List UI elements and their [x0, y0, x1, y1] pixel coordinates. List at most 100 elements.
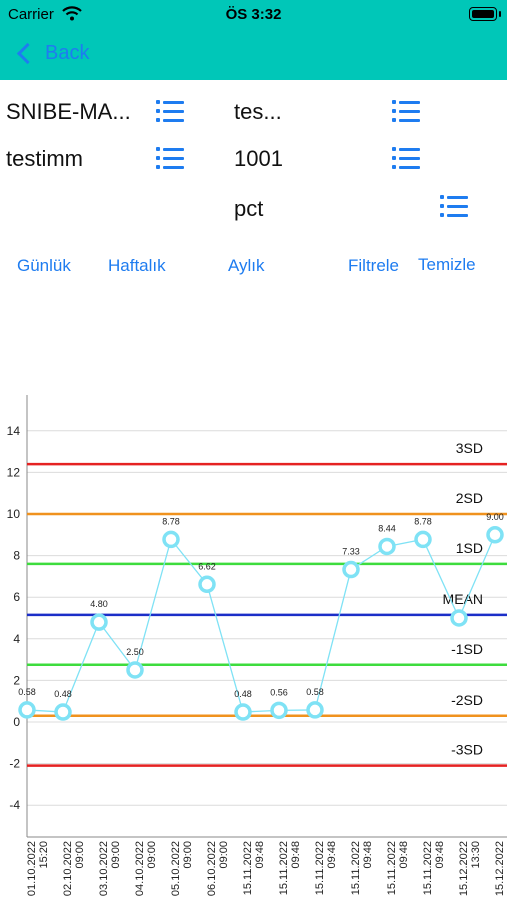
data-point: [90, 613, 108, 631]
x-tick-date: 15.12.2022: [494, 841, 506, 896]
x-tick-label: 03.10.2022 09:00: [98, 841, 122, 896]
data-point: [414, 530, 432, 549]
x-tick-date: 15.11.2022: [350, 841, 362, 895]
data-label: 4.80: [90, 599, 108, 609]
chevron-left-icon: [16, 42, 39, 64]
x-tick-label: 04.10.2022 09:00: [134, 841, 158, 896]
control-line-label: 1SD: [456, 540, 483, 556]
clear-button[interactable]: Temizle: [418, 255, 476, 274]
data-point: [234, 703, 252, 721]
data-label: 7.33: [342, 547, 360, 557]
x-tick-time: 09:00: [146, 841, 158, 869]
data-point: [18, 701, 36, 719]
y-tick-label: 12: [7, 465, 21, 479]
x-tick-time: 09:48: [326, 841, 338, 869]
data-label: 2.50: [126, 647, 144, 657]
data-point: [54, 703, 72, 721]
x-tick-time: 09:48: [290, 841, 302, 869]
x-tick-date: 15.11.2022: [278, 841, 290, 895]
x-tick-date: 03.10.2022: [98, 841, 110, 896]
x-tick-date: 04.10.2022: [134, 841, 146, 896]
x-tick-time: 13:30: [470, 841, 482, 869]
wifi-icon: [62, 6, 82, 21]
lot-select-value: 1001: [234, 146, 283, 171]
device-select-value: SNIBE-MA...: [6, 99, 131, 124]
x-tick-date: 15.11.2022: [242, 841, 254, 895]
data-point: [270, 701, 288, 720]
battery-icon: [469, 7, 501, 21]
x-tick-date: 02.10.2022: [62, 841, 74, 896]
data-label: 0.48: [234, 689, 252, 699]
monthly-button[interactable]: Aylık: [228, 256, 265, 275]
control-list-icon[interactable]: [156, 147, 184, 169]
x-tick-time: 09:00: [218, 841, 230, 869]
x-tick-date: 06.10.2022: [206, 841, 218, 896]
data-label: 0.58: [306, 687, 324, 697]
x-tick-label: 01.10.2022 15:20: [26, 841, 50, 896]
back-button[interactable]: Back: [14, 38, 89, 68]
control-line-label: -1SD: [451, 641, 483, 657]
x-tick-date: 15.12.2022: [458, 841, 470, 896]
x-tick-date: 15.11.2022: [314, 841, 326, 895]
data-point: [126, 661, 144, 679]
nav-bar: [0, 0, 507, 80]
clock-label: ÖS 3:32: [225, 6, 282, 23]
data-point: [450, 609, 468, 627]
data-point: [486, 526, 504, 544]
control-line-label: MEAN: [443, 591, 483, 607]
filter-button[interactable]: Filtrele: [348, 256, 400, 275]
x-tick-time: 09:48: [434, 841, 446, 869]
carrier-label: Carrier: [8, 6, 54, 23]
data-label: 8.78: [414, 516, 432, 526]
x-tick-label: 06.10.2022 09:00: [206, 841, 230, 896]
control-line-label: 3SD: [456, 440, 483, 456]
control-line-label: -3SD: [451, 742, 483, 758]
unit-list-icon[interactable]: [440, 195, 468, 217]
y-tick-label: 14: [7, 424, 21, 438]
x-tick-label: 15.11.2022 09:48: [242, 841, 266, 895]
lot-list-icon[interactable]: [392, 147, 420, 169]
x-tick-time: 09:48: [362, 841, 374, 869]
y-tick-label: 8: [13, 549, 20, 563]
data-label: 6.62: [198, 561, 216, 571]
x-tick-date: 15.11.2022: [422, 841, 434, 895]
y-tick-label: -4: [9, 798, 20, 812]
data-label: 8.44: [378, 523, 396, 533]
levey-jennings-chart: -4 -2 0 2 4 6 8 10 12 14 3SD 2SD 1SD MEAN -1SD -2SD -3SD…: [7, 395, 507, 896]
x-tick-label: 15.11.2022 09:48: [314, 841, 338, 895]
x-tick-label: 15.11.2022 09:48: [386, 841, 410, 895]
data-label: 0.58: [18, 687, 36, 697]
data-point: [378, 537, 396, 556]
y-tick-label: -2: [9, 757, 20, 771]
x-tick-time: 09:00: [74, 841, 86, 869]
x-tick-date: 05.10.2022: [170, 841, 182, 896]
x-tick-label: 15.11.2022 09:48: [350, 841, 374, 895]
x-tick-date: 01.10.2022: [26, 841, 38, 896]
daily-button[interactable]: Günlük: [17, 256, 71, 275]
weekly-button[interactable]: Haftalık: [108, 256, 166, 275]
test-list-icon[interactable]: [392, 100, 420, 122]
y-tick-label: 6: [13, 590, 20, 604]
data-point: [198, 575, 216, 594]
x-tick-time: 09:48: [398, 841, 410, 869]
x-tick-label: 15.11.2022 09:48: [422, 841, 446, 895]
y-tick-label: 0: [13, 715, 20, 729]
x-tick-label: 02.10.2022 09:00: [62, 841, 86, 896]
x-tick-time: 09:00: [110, 841, 122, 869]
data-point: [342, 560, 360, 579]
control-select-value: testimm: [6, 146, 83, 171]
x-tick-time: 15:20: [38, 841, 50, 869]
control-line-label: -2SD: [451, 692, 483, 708]
data-label: 9.00: [486, 512, 504, 522]
x-tick-time: 09:48: [254, 841, 266, 869]
data-point: [306, 701, 324, 719]
data-label: 0.48: [54, 689, 72, 699]
x-tick-time: 09:00: [182, 841, 194, 869]
data-point: [162, 530, 180, 549]
x-tick-date: 15.11.2022: [386, 841, 398, 895]
device-list-icon[interactable]: [156, 100, 184, 122]
unit-select-value: pct: [234, 196, 264, 221]
y-tick-label: 2: [13, 673, 20, 687]
